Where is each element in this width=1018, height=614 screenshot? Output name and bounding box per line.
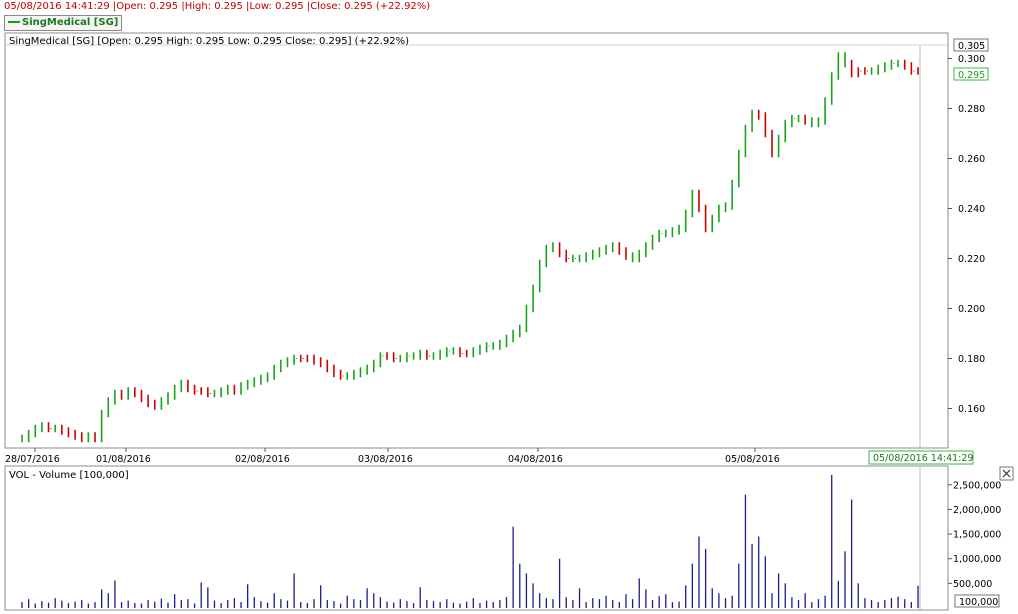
price-y-tick-label: 0.240 [958,204,985,215]
volume-y-tick-label: 1,000,000 [953,554,1001,565]
x-tick-label: 03/08/2016 [358,454,413,465]
price-y-tick-label: 0.180 [958,354,985,365]
series-legend[interactable]: SingMedical [SG] [4,15,123,31]
x-tick-label: 05/08/2016 [725,454,780,465]
cursor-time-tag-label: 05/08/2016 14:41:29 [873,453,973,464]
x-tick-label: 01/08/2016 [96,454,151,465]
volume-panel[interactable] [4,465,949,611]
current-price-tag: 0.295 [953,67,989,81]
price-y-axis: 0.160 0.180 0.200 0.220 0.240 0.260 0.280 0.300 [948,54,985,415]
high-price-tag: 0.305 [953,38,989,52]
price-y-tick-label: 0.300 [958,54,985,65]
price-y-tick-label: 0.260 [958,154,985,165]
quote-info-line: 05/08/2016 14:41:29 |Open: 0.295 |High: … [4,1,431,12]
price-y-tick-label: 0.280 [958,104,985,115]
current-price-tag-label: 0.295 [958,70,985,81]
volume-y-tick-label: 2,000,000 [953,505,1001,516]
volume-y-tick-label: 1,500,000 [953,530,1001,541]
volume-y-tick-label: 2,500,000 [953,480,1001,491]
high-price-tag-label: 0.305 [958,41,985,52]
legend-label: SingMedical [SG] [22,17,119,28]
time-x-axis: 28/07/2016 01/08/2016 02/08/2016 03/08/2016… [5,448,780,465]
price-panel[interactable] [4,32,949,449]
current-volume-tag-label: 100,000 [959,597,998,608]
price-candles [21,52,919,443]
volume-bars [21,474,919,608]
x-tick-label: 28/07/2016 [5,454,60,465]
volume-y-axis: 500,000 1,000,000 1,500,000 2,000,000 2,500,… [948,480,1001,590]
collapse-panel-icon[interactable] [999,466,1014,481]
volume-y-tick-label: 500,000 [953,579,992,590]
current-volume-tag: 100,000 [954,594,1000,608]
cursor-time-tag: 05/08/2016 14:41:29 [868,450,973,465]
price-y-tick-label: 0.200 [958,304,985,315]
price-y-tick-label: 0.220 [958,254,985,265]
price-y-tick-label: 0.160 [958,404,985,415]
price-panel-caption: SingMedical [SG] [Open: 0.295 High: 0.29… [9,36,409,47]
legend-line-icon [8,21,20,23]
x-tick-label: 04/08/2016 [508,454,563,465]
x-tick-label: 02/08/2016 [235,454,290,465]
volume-panel-caption: VOL - Volume [100,000] [9,470,129,481]
